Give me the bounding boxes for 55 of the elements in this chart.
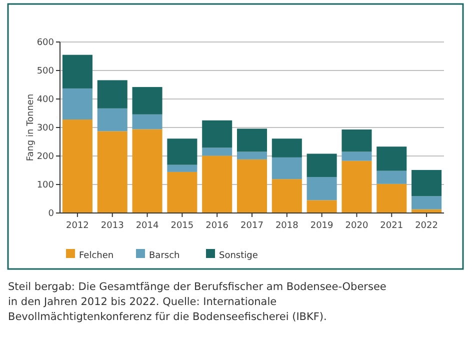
x-tick-label: 2019	[310, 221, 334, 231]
bar	[236, 152, 268, 160]
bar	[132, 129, 162, 213]
bar	[62, 54, 92, 88]
legend-label: Felchen	[79, 251, 114, 261]
y-tick-label: 100	[36, 180, 54, 191]
x-tick-label: 2016	[206, 221, 229, 231]
bar	[167, 164, 198, 172]
y-tick-label: 0	[48, 209, 54, 220]
bar	[132, 87, 162, 114]
x-tick-label: 2021	[380, 221, 404, 231]
bar	[342, 160, 372, 213]
y-tick-label: 600	[36, 38, 54, 48]
bar	[412, 170, 442, 196]
bar	[202, 148, 232, 156]
x-tick-label: 2022	[415, 221, 438, 231]
bar	[62, 88, 92, 120]
x-tick-label: 2018	[275, 221, 299, 231]
x-tick-label: 2017	[240, 221, 264, 231]
x-tick-label: 2014	[136, 221, 159, 231]
x-tick-label: 2015	[170, 221, 194, 231]
bar	[376, 170, 407, 184]
y-tick-label: 300	[36, 124, 54, 134]
bar	[132, 114, 162, 130]
bar	[306, 177, 337, 200]
bar	[97, 131, 128, 213]
x-tick-label: 2020	[345, 221, 368, 231]
text: Steil bergab: Die Gesamtfänge der Berufsfischer am Bodensee-Obersee in den Jahren 2012 bis 2022. Quelle: Internationale Bevollmächtigtenkonferenz für die Bodenseefischerei (IBKF).	[8, 281, 386, 323]
bar	[342, 152, 372, 161]
bar	[272, 157, 302, 180]
y-tick-label: 500	[36, 66, 54, 77]
bar	[167, 138, 198, 165]
x-tick-label: 2013	[100, 221, 124, 231]
bar	[376, 184, 407, 213]
y-tick-label: 200	[36, 152, 54, 162]
legend-label: Barsch	[149, 251, 180, 261]
bar	[236, 128, 268, 152]
bar	[272, 179, 302, 213]
bar	[272, 138, 302, 158]
bar	[342, 129, 372, 152]
y-axis-title: Fang in Tonnen	[26, 94, 36, 162]
x-tick-label: 2012	[66, 221, 89, 231]
bar	[62, 120, 92, 213]
bar	[202, 156, 232, 213]
legend-label: Sonstige	[219, 251, 258, 261]
bar	[306, 154, 337, 178]
bar	[202, 120, 232, 148]
bar	[412, 196, 442, 210]
bar	[167, 172, 198, 213]
bar	[97, 108, 128, 132]
y-tick-label: 400	[36, 95, 54, 106]
bar	[236, 159, 268, 213]
bar	[376, 146, 407, 171]
bar	[306, 200, 337, 213]
bar	[97, 80, 128, 108]
